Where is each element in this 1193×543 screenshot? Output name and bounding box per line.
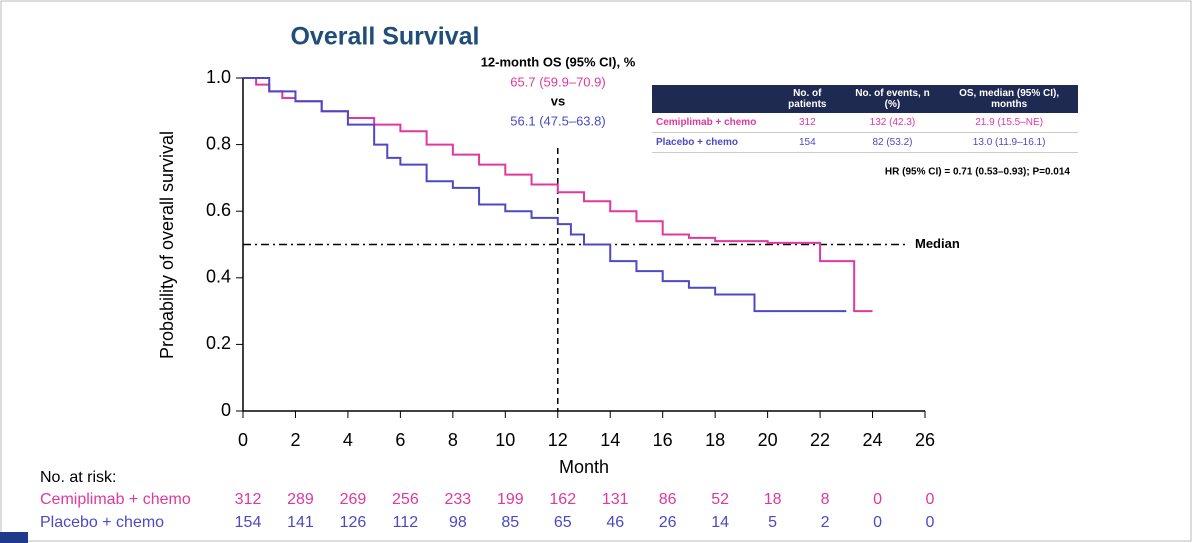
x-tick-label: 14: [600, 430, 620, 450]
x-tick-label: 22: [810, 430, 830, 450]
x-tick-label: 6: [395, 430, 405, 450]
risk-value: 14: [711, 514, 729, 531]
risk-value: 154: [235, 514, 262, 531]
y-tick-label: 0: [221, 400, 231, 420]
x-tick-label: 2: [290, 430, 300, 450]
table-cell: 312: [770, 113, 845, 133]
risk-value: 0: [926, 491, 935, 508]
x-tick-label: 24: [863, 430, 883, 450]
survival-curve: [243, 77, 847, 313]
x-tick-label: 26: [915, 430, 935, 450]
y-tick-label: 0.2: [206, 333, 231, 353]
risk-value: 199: [497, 491, 524, 508]
table-cell: 154: [770, 132, 845, 153]
column-header: No. of patients: [770, 85, 845, 113]
risk-value: 86: [659, 491, 677, 508]
x-tick-label: 18: [705, 430, 725, 450]
annotation-value: 65.7 (59.9–70.9): [510, 74, 605, 89]
annotation-title: 12-month OS (95% CI), %: [481, 54, 636, 69]
x-tick-label: 4: [343, 430, 353, 450]
risk-value: 46: [606, 514, 624, 531]
risk-value: 269: [340, 491, 367, 508]
risk-value: 233: [444, 491, 471, 508]
header-row: No. of patients No. of events, n (%) OS, m…: [652, 85, 1078, 113]
table-cell: 21.9 (15.5–NE): [940, 113, 1078, 133]
risk-value: 2: [821, 514, 830, 531]
table-cell: Placebo + chemo: [652, 132, 770, 153]
table-cell: 132 (42.3): [844, 113, 941, 133]
hr-note: HR (95% CI) = 0.71 (0.53–0.93); P=0.014: [885, 167, 1071, 178]
column-header: OS, median (95% CI), months: [940, 85, 1078, 113]
risk-value: 85: [501, 514, 519, 531]
table-cell: 82 (53.2): [844, 132, 941, 153]
summary-table: No. of patients No. of events, n (%) OS, m…: [652, 85, 1078, 153]
median-label: Median: [915, 236, 960, 251]
risk-value: 26: [659, 514, 677, 531]
risk-value: 131: [602, 491, 629, 508]
y-tick-label: 1.0: [206, 67, 231, 87]
risk-row-label: Placebo + chemo: [40, 514, 164, 531]
annotation-vs: vs: [551, 93, 565, 108]
x-tick-label: 16: [653, 430, 673, 450]
y-tick-label: 0.4: [206, 267, 231, 287]
risk-value: 52: [711, 491, 729, 508]
risk-value: 5: [768, 514, 777, 531]
corner-bar: [0, 532, 28, 543]
x-tick-label: 0: [238, 430, 248, 450]
risk-value: 98: [449, 514, 467, 531]
risk-row-label: Cemiplimab + chemo: [40, 491, 191, 508]
risk-value: 141: [287, 514, 314, 531]
x-axis-label: Month: [559, 457, 609, 477]
y-axis-label: Probability of overall survival: [157, 131, 177, 359]
risk-value: 256: [392, 491, 419, 508]
chart-title: Overall Survival: [290, 23, 479, 51]
table-cell: Cemiplimab + chemo: [652, 113, 770, 133]
risk-value: 112: [393, 514, 419, 531]
column-header: [652, 85, 770, 113]
risk-value: 18: [764, 491, 782, 508]
table-row: Placebo + chemo 154 82 (53.2) 13.0 (11.9–16…: [652, 132, 1078, 153]
risk-value: 0: [873, 491, 882, 508]
x-tick-label: 8: [448, 430, 458, 450]
x-tick-label: 10: [495, 430, 515, 450]
table-cell: 13.0 (11.9–16.1): [940, 132, 1078, 153]
column-header: No. of events, n (%): [844, 85, 941, 113]
table-row: Cemiplimab + chemo 312 132 (42.3) 21.9 (15.…: [652, 113, 1078, 133]
y-tick-label: 0.8: [206, 133, 231, 153]
x-tick-label: 12: [548, 430, 568, 450]
x-tick-label: 20: [758, 430, 778, 450]
y-tick-label: 0.6: [206, 200, 231, 220]
risk-value: 126: [340, 514, 367, 531]
risk-value: 162: [549, 491, 576, 508]
risk-value: 65: [554, 514, 572, 531]
risk-value: 0: [926, 514, 935, 531]
risk-value: 8: [821, 491, 830, 508]
risk-value: 312: [235, 491, 262, 508]
risk-title: No. at risk:: [40, 469, 116, 486]
risk-value: 0: [873, 514, 882, 531]
risk-value: 289: [287, 491, 314, 508]
annotation-value: 56.1 (47.5–63.8): [510, 113, 605, 128]
